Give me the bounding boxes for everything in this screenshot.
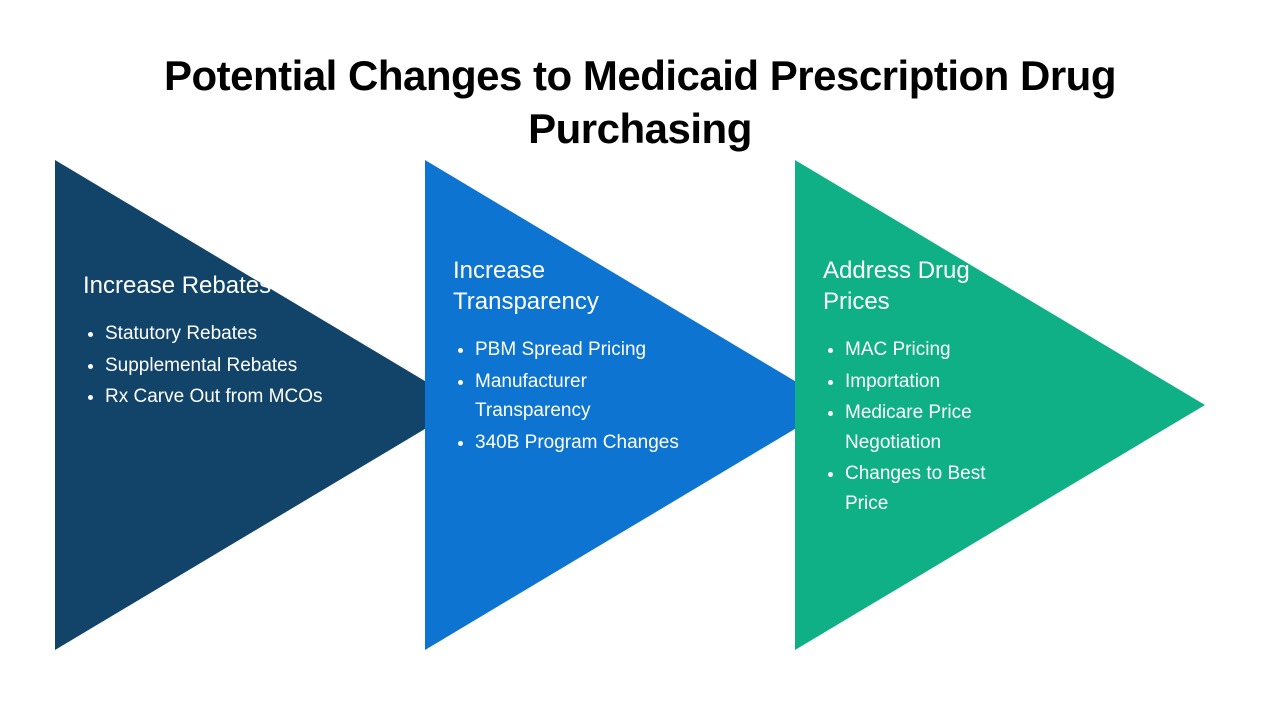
list-item: Changes to Best Price bbox=[845, 459, 1023, 518]
list-item: Supplemental Rebates bbox=[105, 351, 343, 380]
arrow-transparency-list: PBM Spread Pricing Manufacturer Transpar… bbox=[453, 335, 683, 457]
arrow-transparency-content: Increase Transparency PBM Spread Pricing… bbox=[453, 255, 683, 459]
arrow-prices-list: MAC Pricing Importation Medicare Price N… bbox=[823, 335, 1023, 518]
list-item: Importation bbox=[845, 367, 1023, 396]
arrow-transparency-heading: Increase Transparency bbox=[453, 255, 683, 317]
arrow-rebates-heading: Increase Rebates bbox=[83, 270, 343, 301]
list-item: Manufacturer Transparency bbox=[475, 367, 683, 426]
page-title: Potential Changes to Medicaid Prescripti… bbox=[0, 0, 1280, 155]
list-item: Rx Carve Out from MCOs bbox=[105, 382, 343, 411]
list-item: PBM Spread Pricing bbox=[475, 335, 683, 364]
list-item: Statutory Rebates bbox=[105, 319, 343, 348]
list-item: Medicare Price Negotiation bbox=[845, 398, 1023, 457]
arrow-rebates-content: Increase Rebates Statutory Rebates Suppl… bbox=[83, 270, 343, 414]
arrow-prices-content: Address Drug Prices MAC Pricing Importat… bbox=[823, 255, 1023, 520]
list-item: MAC Pricing bbox=[845, 335, 1023, 364]
list-item: 340B Program Changes bbox=[475, 428, 683, 457]
arrows-container: Increase Rebates Statutory Rebates Suppl… bbox=[55, 160, 1255, 660]
arrow-prices-heading: Address Drug Prices bbox=[823, 255, 1023, 317]
arrow-rebates-list: Statutory Rebates Supplemental Rebates R… bbox=[83, 319, 343, 411]
